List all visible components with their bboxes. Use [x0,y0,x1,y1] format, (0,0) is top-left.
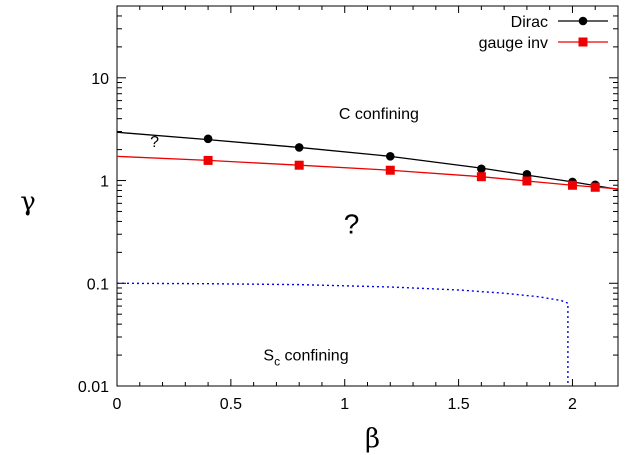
y-tick-label: 1 [100,174,109,191]
data-point-dirac [294,143,304,152]
annotation-subscript: c [274,355,280,369]
series-line-gauge-inv [116,155,619,190]
data-point-gauge-inv [476,172,486,182]
y-axis: 0.01 0.1 1 10 [78,5,618,396]
x-tick-label: 2 [568,396,577,413]
plot-frame [116,5,619,387]
legend-marker [578,37,588,47]
region-annotation: Sc confining [263,348,348,369]
series-line-dirac [116,131,619,191]
x-tick-label: 0 [113,396,122,413]
data-point-gauge-inv [590,182,600,192]
data-point-dirac [522,170,532,179]
y-axis-title: γ [20,187,36,217]
region-annotation: ? [344,209,360,240]
legend-label: Dirac [511,14,548,31]
legend: Dirac gauge inv [479,14,608,52]
data-point-dirac [477,164,486,174]
y-tick-label: 0.01 [78,379,109,396]
series-layer [116,131,619,386]
region-annotation: ? [150,134,159,151]
x-axis-title: β [365,424,380,454]
region-annotation: C confining [339,106,419,123]
plot-border [116,5,619,387]
y-tick-label: 10 [91,71,109,88]
series-line-boundary [116,282,569,386]
annotation-main: S [263,348,274,365]
data-point-gauge-inv [385,165,395,175]
x-axis: 0 0.5 1 1.5 2 [113,6,596,413]
annotations-layer: C confining?? Sc confining [150,106,419,369]
annotation-suffix: confining [280,348,349,365]
data-point-gauge-inv [522,176,532,186]
legend-marker [578,16,588,26]
x-tick-label: 0.5 [220,396,242,413]
data-point-gauge-inv [567,180,577,190]
x-tick-label: 1 [340,396,349,413]
legend-label: gauge inv [479,35,548,52]
data-point-dirac [385,152,395,161]
x-tick-label: 1.5 [447,396,469,413]
y-tick-label: 0.1 [87,276,109,293]
data-point-gauge-inv [203,155,213,165]
data-point-dirac [203,134,213,144]
data-point-gauge-inv [294,160,304,170]
